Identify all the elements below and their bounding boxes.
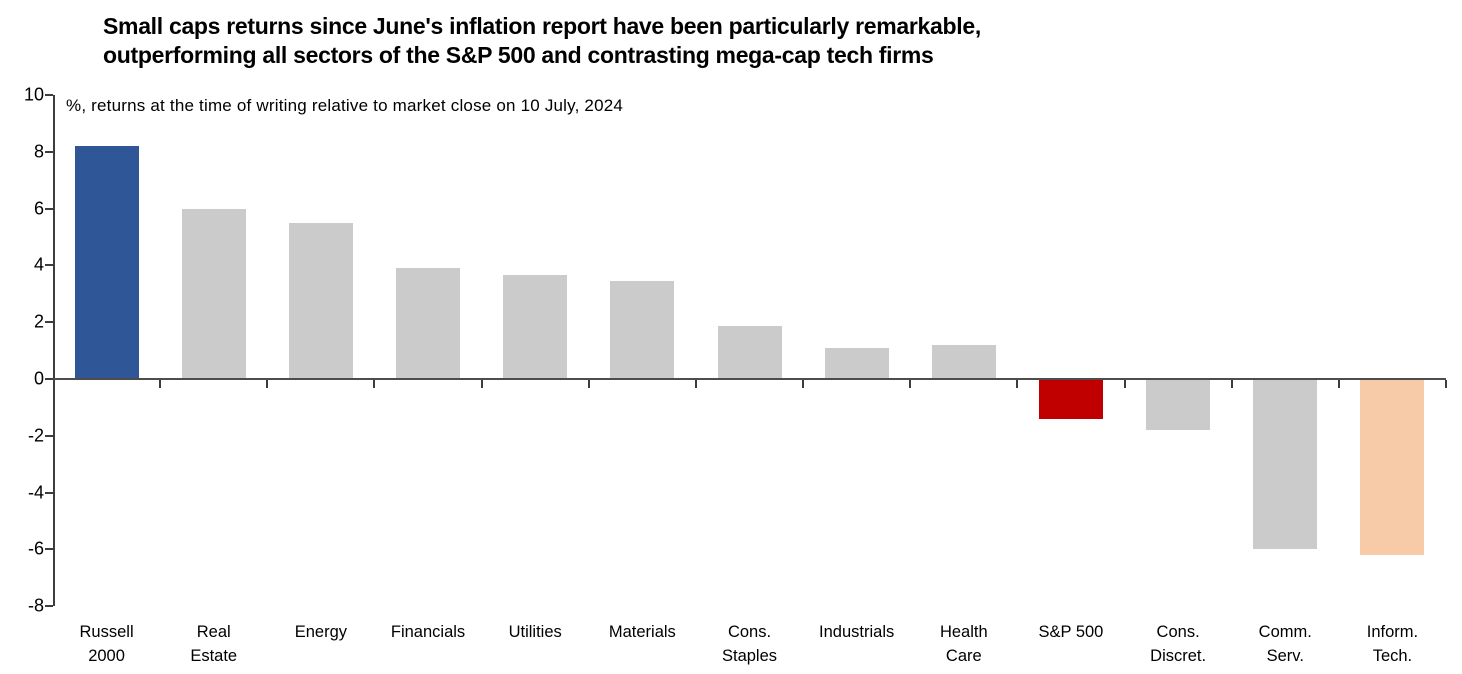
bar-s-p-500 (1038, 379, 1103, 419)
x-axis-tick (159, 380, 162, 388)
x-axis-tick (373, 380, 376, 388)
x-axis-tick (1016, 380, 1019, 388)
y-tick-label: 8 (33, 141, 44, 162)
x-axis-tick (266, 380, 269, 388)
bar-industrials (824, 347, 889, 379)
bar-russell-2000 (74, 146, 139, 379)
zero-line (53, 378, 1446, 380)
y-tick-label: 4 (33, 254, 44, 275)
x-label-inform-tech: Inform. Tech. (1366, 623, 1419, 665)
x-axis-tick (909, 380, 912, 388)
y-tick-label: 10 (23, 84, 44, 105)
x-label-utilities: Utilities (508, 623, 562, 641)
x-label-real-estate: Real Estate (190, 623, 238, 665)
y-tick-label: 6 (33, 198, 44, 219)
y-tick-label: 0 (33, 368, 44, 389)
bar-inform-tech (1360, 379, 1425, 556)
chart-title: Small caps returns since June's inflatio… (103, 13, 981, 68)
y-tick-label: 2 (33, 311, 44, 332)
y-axis-line (53, 95, 55, 607)
x-label-cons-discret: Cons. Discret. (1150, 623, 1207, 665)
y-axis-tick (45, 94, 53, 96)
y-axis-tick (45, 605, 53, 608)
bar-real-estate (181, 208, 246, 379)
y-axis-tick (45, 491, 53, 494)
x-label-comm-serv: Comm. Serv. (1258, 623, 1312, 665)
y-axis-tick (45, 207, 53, 210)
y-tick-label: -6 (27, 538, 44, 559)
y-axis-tick (45, 150, 53, 153)
bar-health-care (931, 344, 996, 379)
x-axis-tick (587, 380, 590, 388)
chart-subtitle: %, returns at the time of writing relati… (66, 96, 624, 115)
x-label-financials: Financials (390, 623, 466, 641)
bar-energy (288, 222, 353, 379)
x-label-energy: Energy (294, 623, 348, 641)
bar-cons-staples (717, 326, 782, 379)
y-axis-tick (45, 548, 53, 551)
x-axis-tick (480, 380, 483, 388)
x-axis-tick (1445, 380, 1447, 388)
x-axis-tick (1230, 380, 1233, 388)
x-axis-tick (1337, 380, 1340, 388)
bar-comm-serv (1253, 379, 1318, 550)
bar-materials (610, 281, 675, 379)
x-label-health-care: Health Care (939, 623, 988, 665)
x-label-russell-2000: Russell 2000 (79, 623, 134, 665)
bar-utilities (503, 275, 568, 379)
x-axis-tick (802, 380, 805, 388)
x-label-materials: Materials (608, 623, 676, 641)
x-label-industrials: Industrials (819, 623, 895, 641)
x-label-cons-staples: Cons. Staples (721, 623, 778, 665)
y-axis-tick (45, 264, 53, 267)
y-tick-label: -8 (27, 595, 44, 616)
y-tick-label: -2 (27, 425, 44, 446)
bar-financials (396, 268, 461, 379)
y-axis-tick (45, 378, 53, 380)
y-axis-tick (45, 321, 53, 324)
x-axis-tick (1123, 380, 1126, 388)
y-tick-label: -4 (27, 482, 44, 503)
bar-cons-discret (1146, 379, 1211, 431)
y-axis-tick (45, 434, 53, 437)
x-axis-tick (694, 380, 697, 388)
x-label-s-p-500: S&P 500 (1038, 623, 1104, 641)
